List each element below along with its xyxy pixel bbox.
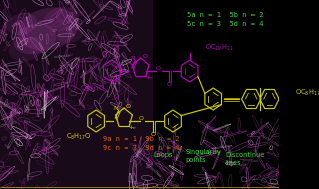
Text: $\mathsf{C_8H_{17}O}$: $\mathsf{C_8H_{17}O}$ bbox=[66, 132, 92, 142]
Text: $+_n$: $+_n$ bbox=[128, 124, 137, 132]
Ellipse shape bbox=[18, 7, 78, 50]
Text: O: O bbox=[143, 53, 147, 59]
Text: Discontinue
lines: Discontinue lines bbox=[226, 152, 265, 166]
Text: $\mathsf{C_8H_{17}O}$: $\mathsf{C_8H_{17}O}$ bbox=[80, 84, 106, 94]
Ellipse shape bbox=[6, 13, 37, 35]
Bar bbox=[0, 0, 153, 189]
Text: Loops: Loops bbox=[154, 152, 173, 158]
Text: N: N bbox=[114, 105, 119, 111]
Ellipse shape bbox=[44, 7, 78, 31]
Text: $\mathsf{OC_{10}H_{21}}$: $\mathsf{OC_{10}H_{21}}$ bbox=[205, 43, 234, 53]
Text: $+_n$: $+_n$ bbox=[145, 74, 154, 82]
Text: O: O bbox=[156, 67, 161, 71]
Text: 9a n = 1  9b n = 2
9c n = 3  9d n = 4: 9a n = 1 9b n = 2 9c n = 3 9d n = 4 bbox=[103, 136, 180, 150]
Ellipse shape bbox=[13, 24, 56, 54]
Text: N: N bbox=[130, 56, 135, 60]
Text: O: O bbox=[150, 132, 155, 138]
Text: $\mathsf{OC_8H_{17}}$: $\mathsf{OC_8H_{17}}$ bbox=[295, 88, 319, 98]
Text: O: O bbox=[139, 116, 144, 122]
Ellipse shape bbox=[57, 25, 83, 43]
Text: O: O bbox=[126, 104, 131, 108]
Text: 5a n = 1  5b n = 2
5c n = 3  5d n = 4: 5a n = 1 5b n = 2 5c n = 3 5d n = 4 bbox=[187, 12, 263, 26]
Text: O: O bbox=[167, 83, 172, 88]
Ellipse shape bbox=[9, 37, 43, 61]
Text: Singularity
points: Singularity points bbox=[185, 149, 221, 163]
